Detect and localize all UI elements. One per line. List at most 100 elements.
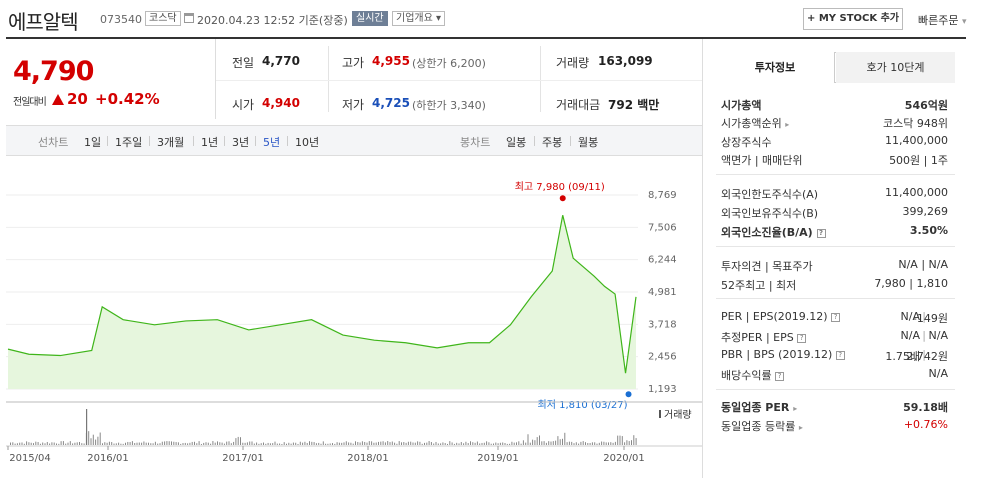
period-10y[interactable]: 10년 [295,136,320,149]
y-tick-label: 7,506 [648,222,677,233]
help-icon[interactable]: ? [816,228,826,238]
volume-bar [221,442,223,445]
dividend-value: N/A [928,367,948,380]
par-value-label: 액면가 | 매매단위 [721,154,803,167]
volume-bar [368,441,370,445]
divider [540,46,541,112]
volume-bar [391,441,393,445]
volume-bar [263,442,264,445]
quote-datetime: 2020.04.23 12:52 기준(장중) [197,14,348,27]
prev-close-value: 4,770 [262,54,300,68]
period-1y[interactable]: 1년 [201,136,219,149]
volume-bar [120,443,122,445]
corp-info-dropdown[interactable]: 기업개요 ▾ [392,11,446,26]
tab-invest-info[interactable]: 투자정보 [716,52,835,83]
period-5y[interactable]: 5년 [263,136,281,149]
volume-bar [168,441,170,445]
sector-change-link[interactable]: 동일업종 등락률 ▸ [721,418,803,434]
volume-bar [463,443,465,445]
tab-orderbook[interactable]: 호가 10단계 [836,52,955,83]
volume-bar [513,442,515,445]
volume-bar [196,443,198,445]
volume-bar [612,442,614,445]
volume-bar [605,442,607,445]
period-3y[interactable]: 3년 [232,136,250,149]
volume-bar [88,431,90,445]
period-3m[interactable]: 3개월 [157,136,185,149]
volume-bar [371,441,373,445]
volume-bar [635,438,637,445]
volume-bar [115,443,117,445]
volume-bar [562,438,563,445]
stock-name: 에프알텍 [8,10,79,34]
volume-bar [506,443,508,445]
market-cap-rank-link[interactable]: 시가총액순위 ▸ [721,115,789,131]
volume-bar [111,442,113,445]
volume-bar [575,442,577,445]
help-icon[interactable]: ? [831,312,841,322]
volume-bar [387,441,389,445]
realtime-badge[interactable]: 실시간 [352,11,388,26]
help-icon[interactable]: ? [775,371,785,381]
sector-change-label: 동일업종 등락률 [721,420,796,433]
candle-monthly[interactable]: 월봉 [578,136,599,149]
52w-label: 52주최고 | 최저 [721,279,797,292]
sector-per-link[interactable]: 동일업종 PER ▸ [721,399,797,415]
volume-bar [433,443,435,445]
calendar-icon [184,13,194,23]
divider [193,136,194,146]
volume-bar [207,442,209,445]
listed-shares-value: 11,400,000 [885,134,948,147]
volume-bar [486,441,488,445]
volume-bar [187,443,189,445]
volume-bar [428,441,430,445]
volume-bar [152,443,154,445]
candle-weekly[interactable]: 주봉 [542,136,563,149]
volume-bar [631,440,632,445]
volume-bar [407,441,409,445]
volume-bar [175,442,177,445]
add-mystock-button[interactable]: + MY STOCK 추가 [803,8,903,30]
volume-bar [511,441,513,445]
y-tick-label: 3,718 [648,319,677,330]
market-cap-rank-value: 코스닥 948위 [883,117,948,130]
volume-bar [166,441,168,445]
low-point [625,391,632,398]
help-icon[interactable]: ? [797,333,807,343]
price-chart: 8,769 7,506 6,244 4,981 3,718 2,456 1,193 최고 7… [6,181,702,464]
volume-bar [614,441,616,445]
per-value: N/A [900,310,920,323]
arrow-right-icon: ▸ [785,120,790,129]
volume-bar [173,441,175,445]
help-icon[interactable]: ? [835,350,845,360]
pbr-row: PBR | BPS (2019.12) ? [721,348,845,361]
volume-bar [138,442,140,445]
volume-bar [58,443,60,445]
volume-bar [568,441,570,445]
divider [107,136,108,146]
volume-bar [384,442,386,445]
volume-bar [60,441,62,445]
volume-bar [104,442,106,445]
volume-bar [518,441,520,445]
quick-order-dropdown[interactable]: 빠른주문 ▾ [918,12,967,28]
volume-bar [39,443,41,445]
volume-bar [364,441,366,445]
period-1w[interactable]: 1주일 [115,136,143,149]
volume-bar [350,442,352,445]
volume-bar [502,442,504,445]
volume-bar [86,409,88,445]
volume-bar [449,441,451,445]
volume-bar [53,442,55,445]
volume-bar [286,443,287,445]
candle-daily[interactable]: 일봉 [506,136,527,149]
volume-bar [529,442,531,445]
volume-bar [624,442,626,445]
volume-bar [359,442,361,445]
volume-bar [83,443,85,445]
volume-bar [21,442,23,445]
volume-bar [256,442,258,445]
volume-bar [401,442,402,445]
open-label: 시가 [232,98,255,112]
period-1d[interactable]: 1일 [84,136,102,149]
